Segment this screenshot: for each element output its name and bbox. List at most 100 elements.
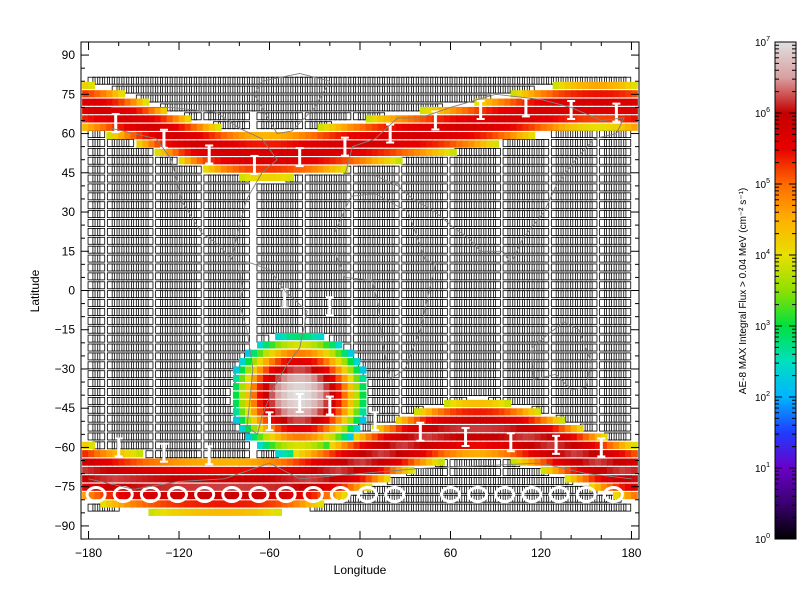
flux-cell	[594, 450, 602, 458]
no-data-square	[372, 254, 381, 263]
no-data-square	[266, 236, 275, 245]
no-data-square	[261, 272, 270, 281]
flux-cell	[178, 115, 186, 123]
no-data-square	[140, 272, 149, 281]
no-data-square	[304, 299, 313, 307]
no-data-square	[106, 396, 115, 405]
no-data-square	[256, 450, 265, 459]
flux-cell	[546, 433, 554, 441]
no-data-square	[599, 236, 608, 245]
no-data-square	[473, 379, 482, 387]
no-data-square	[410, 396, 419, 405]
flux-cell	[576, 115, 584, 123]
flux-cell	[450, 399, 457, 408]
flux-cell	[257, 157, 264, 165]
no-data-square	[541, 388, 550, 396]
flux-cell	[612, 458, 620, 466]
no-data-square	[227, 76, 236, 85]
no-data-square	[473, 76, 482, 85]
no-data-square	[439, 192, 448, 201]
no-data-square	[623, 334, 632, 343]
no-data-square	[232, 210, 241, 219]
no-data-square	[579, 325, 588, 334]
no-data-square	[531, 228, 540, 236]
no-data-square	[512, 361, 521, 370]
no-data-square	[608, 334, 617, 343]
no-data-square	[92, 405, 101, 414]
no-data-square	[444, 477, 453, 485]
flux-cell	[504, 408, 512, 416]
no-data-square	[425, 85, 434, 94]
no-data-square	[430, 477, 439, 485]
flux-cell	[100, 115, 108, 123]
no-data-square	[473, 263, 482, 272]
no-data-square	[613, 379, 622, 387]
flux-cell	[136, 132, 144, 140]
no-data-square	[242, 316, 250, 325]
flux-cell	[305, 425, 313, 433]
flux-cell	[528, 425, 536, 433]
no-data-square	[589, 396, 598, 405]
no-data-square	[623, 325, 632, 334]
no-data-square	[430, 370, 439, 379]
flux-cell	[118, 458, 126, 466]
flux-cell	[486, 450, 494, 458]
flux-cell	[486, 441, 494, 449]
no-data-square	[459, 468, 468, 476]
no-data-square	[623, 139, 632, 147]
no-data-square	[145, 423, 154, 432]
no-data-square	[121, 219, 130, 227]
no-data-square	[377, 201, 386, 210]
no-data-square	[623, 370, 632, 379]
no-data-square	[565, 210, 574, 219]
no-data-square	[126, 236, 135, 245]
flux-cell	[588, 433, 596, 441]
flux-cell	[196, 458, 204, 466]
flux-cell	[281, 374, 288, 382]
flux-cell	[94, 90, 101, 98]
no-data-square	[193, 405, 202, 414]
no-data-square	[468, 459, 477, 468]
flux-cell	[281, 399, 288, 408]
no-data-square	[208, 299, 217, 307]
no-data-square	[599, 388, 608, 396]
no-data-square	[222, 308, 231, 316]
no-data-square	[415, 485, 424, 494]
no-data-square	[280, 210, 289, 219]
flux-cell	[130, 132, 138, 140]
no-data-square	[449, 156, 458, 165]
no-data-square	[92, 334, 101, 343]
flux-cell	[516, 450, 524, 458]
no-data-square	[507, 503, 516, 512]
flux-cell	[287, 366, 295, 374]
no-data-square	[565, 201, 574, 210]
no-data-square	[613, 325, 622, 334]
no-data-square	[410, 494, 419, 503]
flux-cell	[474, 425, 482, 433]
no-data-square	[106, 245, 115, 254]
no-data-square	[565, 370, 574, 379]
no-data-square	[213, 343, 221, 352]
no-data-square	[623, 147, 632, 156]
no-data-square	[353, 85, 361, 94]
no-data-square	[145, 183, 154, 192]
no-data-square	[507, 228, 516, 236]
no-data-square	[531, 503, 540, 512]
no-data-square	[406, 263, 414, 272]
flux-cell	[564, 466, 572, 475]
no-data-square	[131, 263, 139, 272]
no-data-square	[618, 156, 627, 165]
flux-cell	[317, 500, 325, 508]
no-data-square	[468, 183, 477, 192]
no-data-square	[531, 325, 540, 334]
no-data-square	[193, 308, 202, 316]
flux-cell	[407, 433, 415, 441]
no-data-square	[521, 290, 530, 299]
flux-cell	[245, 157, 252, 165]
no-data-square	[406, 334, 414, 343]
flux-cell	[251, 491, 258, 500]
no-data-square	[541, 485, 550, 494]
flux-cell	[257, 475, 264, 483]
no-data-square	[425, 263, 434, 272]
flux-cell	[504, 433, 512, 441]
